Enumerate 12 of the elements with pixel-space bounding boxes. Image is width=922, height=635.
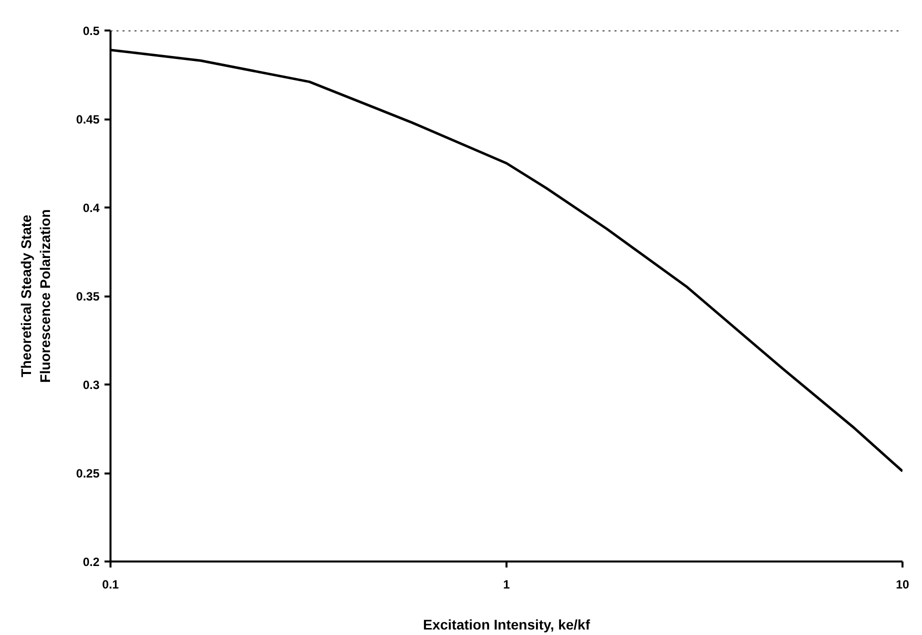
y-tick-label: 0.35 [76, 290, 100, 304]
y-axis-title: Theoretical Steady State Fluorescence Polarization [18, 209, 54, 383]
y-tick-label: 0.2 [82, 555, 100, 569]
y-tick-label: 0.25 [76, 466, 100, 480]
x-tick-label: 10 [896, 578, 910, 592]
x-axis-title: Excitation Intensity, ke/kf [422, 616, 590, 632]
y-tick-label: 0.45 [76, 112, 100, 126]
x-tick-label: 0.1 [102, 578, 120, 592]
y-tick-label: 0.5 [82, 24, 100, 38]
y-tick-label: 0.3 [82, 378, 100, 392]
x-tick-label: 1 [503, 578, 510, 592]
y-tick-label: 0.4 [82, 201, 100, 215]
